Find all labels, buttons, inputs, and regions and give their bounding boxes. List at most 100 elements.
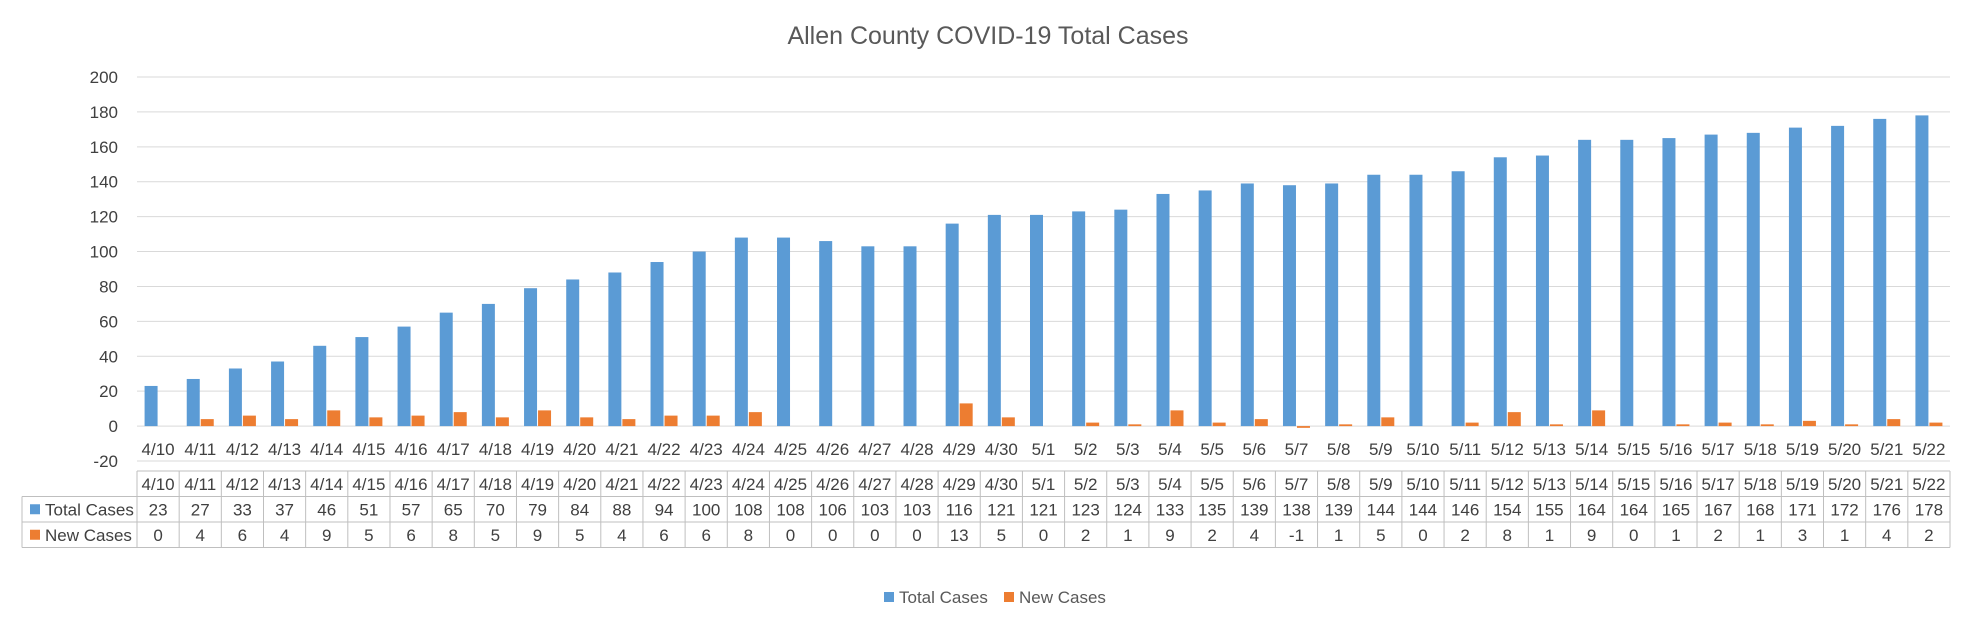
table-value: 51: [359, 500, 378, 519]
table-value: 2: [1207, 526, 1216, 545]
total-cases-bar: [1873, 118, 1887, 427]
y-tick-label: -20: [93, 452, 118, 471]
table-value: 4: [1882, 526, 1891, 545]
table-category: 5/2: [1074, 475, 1098, 494]
y-tick-label: 200: [90, 68, 118, 87]
x-category-label: 5/3: [1116, 440, 1140, 459]
table-category: 5/13: [1533, 475, 1566, 494]
table-value: 178: [1915, 500, 1943, 519]
y-axis: -20 0 20 40 60 80 100 120 140 160 180 200: [90, 68, 118, 471]
table-value: 176: [1873, 500, 1901, 519]
x-category-label: 5/5: [1200, 440, 1224, 459]
x-axis-categories: 4/10 4/11 4/12 4/13 4/14 4/15 4/16 4/17 4/18 4/19…: [142, 440, 1946, 459]
total-cases-bar: [1198, 190, 1212, 427]
table-category: 4/26: [816, 475, 849, 494]
table-value: 1: [1671, 526, 1680, 545]
table-category: 5/4: [1158, 475, 1182, 494]
total-cases-bar: [1451, 171, 1465, 427]
table-value: 144: [1409, 500, 1437, 519]
table-value: 106: [818, 500, 846, 519]
table-value: 65: [444, 500, 463, 519]
table-value: 121: [987, 500, 1015, 519]
new-cases-bar: [1170, 410, 1184, 427]
x-category-label: 5/8: [1327, 440, 1351, 459]
total-cases-bar: [1240, 183, 1254, 427]
table-value: 6: [659, 526, 668, 545]
total-cases-bar: [228, 368, 242, 427]
table-value: 1: [1334, 526, 1343, 545]
chart-title: Allen County COVID-19 Total Cases: [787, 22, 1188, 50]
table-value: 9: [533, 526, 542, 545]
table-value: 5: [364, 526, 373, 545]
table-value: 4: [280, 526, 289, 545]
total-cases-bar: [566, 279, 580, 427]
table-value: 0: [1039, 526, 1048, 545]
total-cases-bar: [692, 251, 706, 427]
x-category-label: 5/18: [1744, 440, 1777, 459]
total-cases-bar: [1662, 138, 1676, 427]
table-category: 5/1: [1032, 475, 1056, 494]
bars: [144, 115, 1943, 428]
new-cases-bar: [538, 410, 552, 427]
table-value: 103: [903, 500, 931, 519]
x-category-label: 4/24: [732, 440, 765, 459]
total-cases-bar: [144, 385, 158, 427]
x-category-label: 5/13: [1533, 440, 1566, 459]
table-value: 168: [1746, 500, 1774, 519]
y-tick-label: 0: [109, 417, 118, 436]
table-value: 6: [238, 526, 247, 545]
table-value: 9: [322, 526, 331, 545]
table-value: 1: [1756, 526, 1765, 545]
table-value: 100: [692, 500, 720, 519]
new-cases-bar: [1212, 422, 1226, 427]
table-value: 3: [1798, 526, 1807, 545]
new-cases-bar: [1465, 422, 1479, 427]
new-cases-bar: [1802, 420, 1816, 427]
total-cases-bar: [1493, 157, 1507, 427]
x-category-label: 5/21: [1870, 440, 1903, 459]
table-value: 0: [786, 526, 795, 545]
table-category: 4/11: [184, 475, 216, 494]
table-category: 5/18: [1744, 475, 1777, 494]
x-category-label: 4/25: [774, 440, 807, 459]
table-value: 8: [744, 526, 753, 545]
total-cases-bar: [777, 237, 791, 427]
table-value: 121: [1029, 500, 1057, 519]
table-category: 4/16: [395, 475, 428, 494]
table-category: 5/20: [1828, 475, 1861, 494]
y-tick-label: 20: [99, 382, 118, 401]
table-value: 5: [575, 526, 584, 545]
table-value: 2: [1460, 526, 1469, 545]
x-category-label: 5/1: [1032, 440, 1056, 459]
table-value: 123: [1071, 500, 1099, 519]
table-category: 5/10: [1406, 475, 1439, 494]
table-value: 124: [1114, 500, 1142, 519]
new-cases-bar: [453, 412, 467, 427]
new-cases-bar: [1339, 424, 1353, 427]
new-cases-bar: [411, 415, 425, 427]
total-cases-bar: [1915, 115, 1929, 427]
table-value: 46: [317, 500, 336, 519]
table-category: 4/24: [732, 475, 765, 494]
total-cases-bar: [397, 326, 411, 427]
table-value: 2: [1081, 526, 1090, 545]
table-category: 4/17: [437, 475, 470, 494]
table-category: 5/7: [1285, 475, 1309, 494]
x-category-label: 4/15: [352, 440, 385, 459]
x-category-label: 5/10: [1406, 440, 1439, 459]
table-value: 27: [191, 500, 210, 519]
table-category: 4/27: [858, 475, 891, 494]
x-category-label: 5/11: [1449, 440, 1481, 459]
table-value: 5: [1376, 526, 1385, 545]
table-category: 4/19: [521, 475, 554, 494]
table-value: 108: [776, 500, 804, 519]
table-category: 5/6: [1242, 475, 1266, 494]
total-cases-bar: [1578, 139, 1592, 427]
total-cases-bar: [1367, 174, 1381, 427]
x-category-label: 5/2: [1074, 440, 1098, 459]
x-category-label: 4/28: [900, 440, 933, 459]
total-cases-bar: [1072, 211, 1086, 427]
total-cases-bar: [1282, 185, 1296, 427]
table-category: 4/12: [226, 475, 259, 494]
